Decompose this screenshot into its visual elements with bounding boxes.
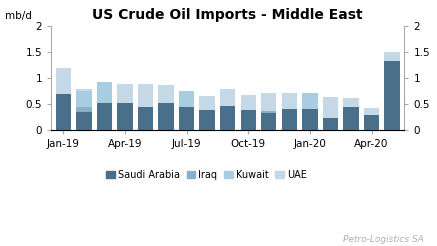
Bar <box>76 89 92 91</box>
Bar <box>158 86 174 103</box>
Bar <box>261 111 277 113</box>
Bar <box>364 115 379 130</box>
Legend: Saudi Arabia, Iraq, Kuwait, UAE: Saudi Arabia, Iraq, Kuwait, UAE <box>102 166 311 184</box>
Bar <box>117 103 133 130</box>
Bar <box>364 108 379 115</box>
Bar <box>261 93 277 111</box>
Text: Petro-Logistics SA: Petro-Logistics SA <box>343 234 424 244</box>
Bar <box>302 93 318 109</box>
Bar <box>385 52 400 61</box>
Bar <box>179 107 194 130</box>
Bar <box>117 84 133 103</box>
Bar <box>261 113 277 130</box>
Bar <box>343 107 359 130</box>
Bar <box>179 91 194 107</box>
Bar <box>281 93 297 109</box>
Bar <box>138 107 153 130</box>
Bar <box>158 103 174 130</box>
Bar <box>199 110 215 130</box>
Bar <box>97 82 112 103</box>
Bar <box>385 61 400 130</box>
Bar <box>343 98 359 107</box>
Bar <box>55 68 71 94</box>
Bar <box>323 118 338 130</box>
Text: mb/d: mb/d <box>5 11 32 21</box>
Bar <box>220 106 236 130</box>
Bar <box>55 94 71 130</box>
Bar <box>97 103 112 130</box>
Bar <box>76 112 92 130</box>
Bar <box>76 107 92 112</box>
Bar <box>220 89 236 106</box>
Title: US Crude Oil Imports - Middle East: US Crude Oil Imports - Middle East <box>92 8 363 22</box>
Bar <box>76 91 92 107</box>
Bar <box>281 109 297 130</box>
Bar <box>240 110 256 130</box>
Bar <box>138 84 153 107</box>
Bar <box>240 95 256 110</box>
Bar <box>302 109 318 130</box>
Bar <box>199 96 215 110</box>
Bar <box>323 97 338 118</box>
